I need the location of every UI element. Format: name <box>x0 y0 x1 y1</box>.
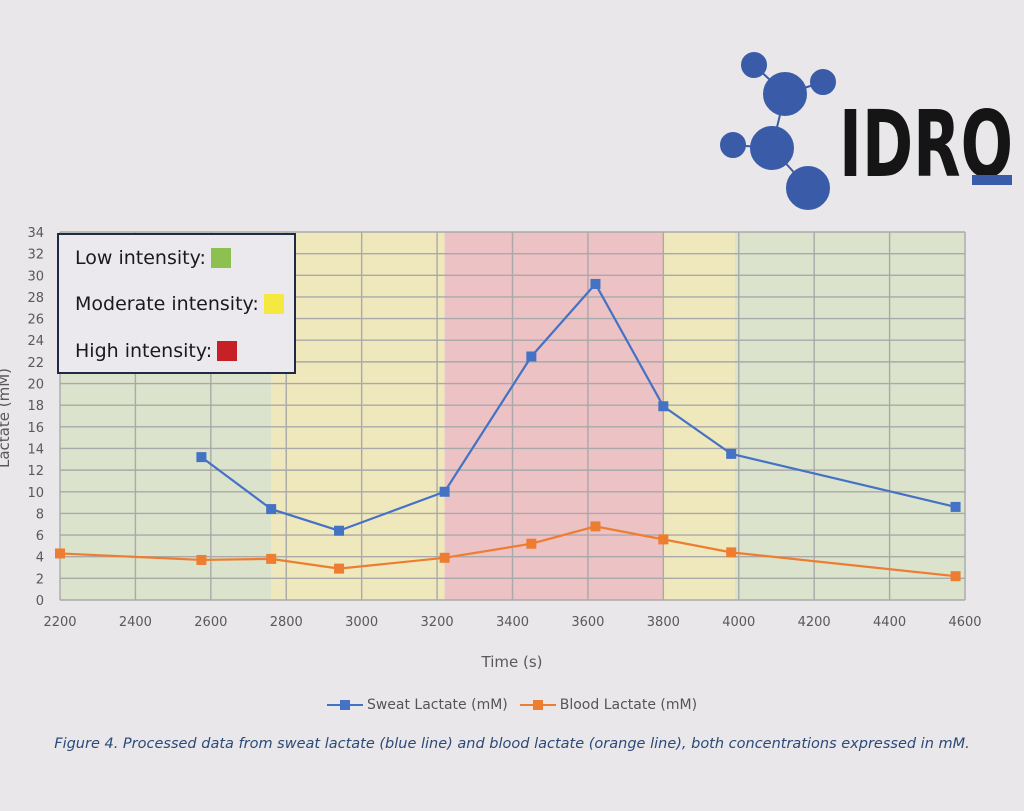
molecule-icon <box>720 52 836 210</box>
x-tick-label: 2800 <box>270 615 303 630</box>
sweat-lactate-point <box>950 501 961 512</box>
legend-blood-lactate: Blood Lactate (mM) <box>519 697 698 713</box>
x-tick-label: 4200 <box>798 615 831 630</box>
sweat-lactate-point <box>196 452 207 463</box>
y-tick-label: 28 <box>27 291 44 306</box>
y-tick-label: 34 <box>27 226 44 241</box>
x-tick-label: 4600 <box>948 615 981 630</box>
series-layer <box>55 278 961 582</box>
y-tick-label: 12 <box>27 464 44 479</box>
x-tick-label: 2600 <box>194 615 227 630</box>
x-tick-label: 2200 <box>43 615 76 630</box>
sweat-lactate-point <box>726 448 737 459</box>
y-tick-label: 8 <box>36 507 44 522</box>
sweat-lactate-legend-marker <box>326 700 363 710</box>
y-tick-label: 22 <box>27 356 44 371</box>
y-tick-label: 18 <box>27 399 44 414</box>
y-tick-label: 20 <box>27 378 44 393</box>
legend-blood-label: Blood Lactate (mM) <box>559 697 698 713</box>
zone-moderate-1 <box>271 232 445 600</box>
blood-lactate-line <box>59 525 956 578</box>
blood-lactate-point <box>439 552 450 563</box>
x-tick-label: 3000 <box>345 615 378 630</box>
logo-underline <box>972 175 1012 185</box>
blood-lactate-point <box>266 553 277 564</box>
sweat-lactate-point <box>266 504 277 515</box>
blood-lactate-legend-marker <box>519 700 556 710</box>
zone-high-2 <box>444 232 664 600</box>
x-tick-label: 3200 <box>421 615 454 630</box>
x-tick-label: 3400 <box>496 615 529 630</box>
x-tick-labels: 2200 2400 2600 2800 3000 3200 3400 3600 3800 4000… <box>43 615 981 630</box>
high-intensity-swatch <box>217 341 238 361</box>
y-tick-label: 26 <box>27 313 44 328</box>
series-legend: Sweat Lactate (mM) Blood Lactate (mM) <box>0 694 1024 716</box>
blood-lactate-point <box>658 534 669 545</box>
legend-label-high: High intensity: <box>75 340 213 362</box>
x-axis-label: Time (s) <box>481 653 543 671</box>
intensity-legend: Low intensity: Moderate intensity: High … <box>57 233 296 374</box>
legend-sweat-lactate: Sweat Lactate (mM) <box>326 697 508 713</box>
sweat-lactate-point <box>590 278 601 289</box>
x-tick-label: 2400 <box>119 615 152 630</box>
blood-lactate-point <box>196 554 207 565</box>
figure-caption: Figure 4. Processed data from sweat lact… <box>54 736 970 752</box>
y-tick-label: 30 <box>27 269 44 284</box>
blood-lactate-point <box>334 563 345 574</box>
legend-item-high: High intensity: <box>75 340 238 362</box>
x-tick-label: 4400 <box>873 615 906 630</box>
sweat-lactate-point <box>334 525 345 536</box>
x-tick-label: 4000 <box>722 615 755 630</box>
y-tick-label: 0 <box>36 594 44 609</box>
low-intensity-swatch <box>210 248 231 268</box>
moderate-intensity-swatch <box>263 294 284 314</box>
legend-label-low: Low intensity: <box>75 247 206 269</box>
y-tick-label: 2 <box>36 572 44 587</box>
sweat-lactate-point <box>439 486 450 497</box>
blood-lactate-point <box>726 547 737 558</box>
blood-lactate-point <box>526 538 537 549</box>
sweat-lactate-point <box>526 351 537 362</box>
x-tick-label: 3800 <box>647 615 680 630</box>
zone-low-4 <box>734 232 965 600</box>
blood-lactate-point <box>590 521 601 532</box>
legend-item-moderate: Moderate intensity: <box>75 293 284 315</box>
y-tick-label: 4 <box>36 551 44 566</box>
legend-sweat-label: Sweat Lactate (mM) <box>366 697 508 713</box>
blood-lactate-point <box>55 548 65 559</box>
x-tick-label: 3600 <box>571 615 604 630</box>
blood-lactate-point <box>950 571 961 582</box>
idro-logo: IDRO <box>720 52 1013 210</box>
y-tick-label: 24 <box>27 334 44 349</box>
intensity-zones <box>60 232 965 600</box>
y-axis-label: Lactate (mM) <box>0 368 13 468</box>
legend-label-moderate: Moderate intensity: <box>75 293 259 315</box>
y-tick-label: 6 <box>36 529 44 544</box>
y-tick-label: 32 <box>27 248 44 263</box>
y-tick-label: 16 <box>27 421 44 436</box>
y-tick-label: 10 <box>27 486 44 501</box>
sweat-lactate-point <box>658 401 669 412</box>
zone-moderate-3 <box>663 232 735 600</box>
y-tick-label: 14 <box>27 442 44 457</box>
legend-item-low: Low intensity: <box>75 247 231 269</box>
